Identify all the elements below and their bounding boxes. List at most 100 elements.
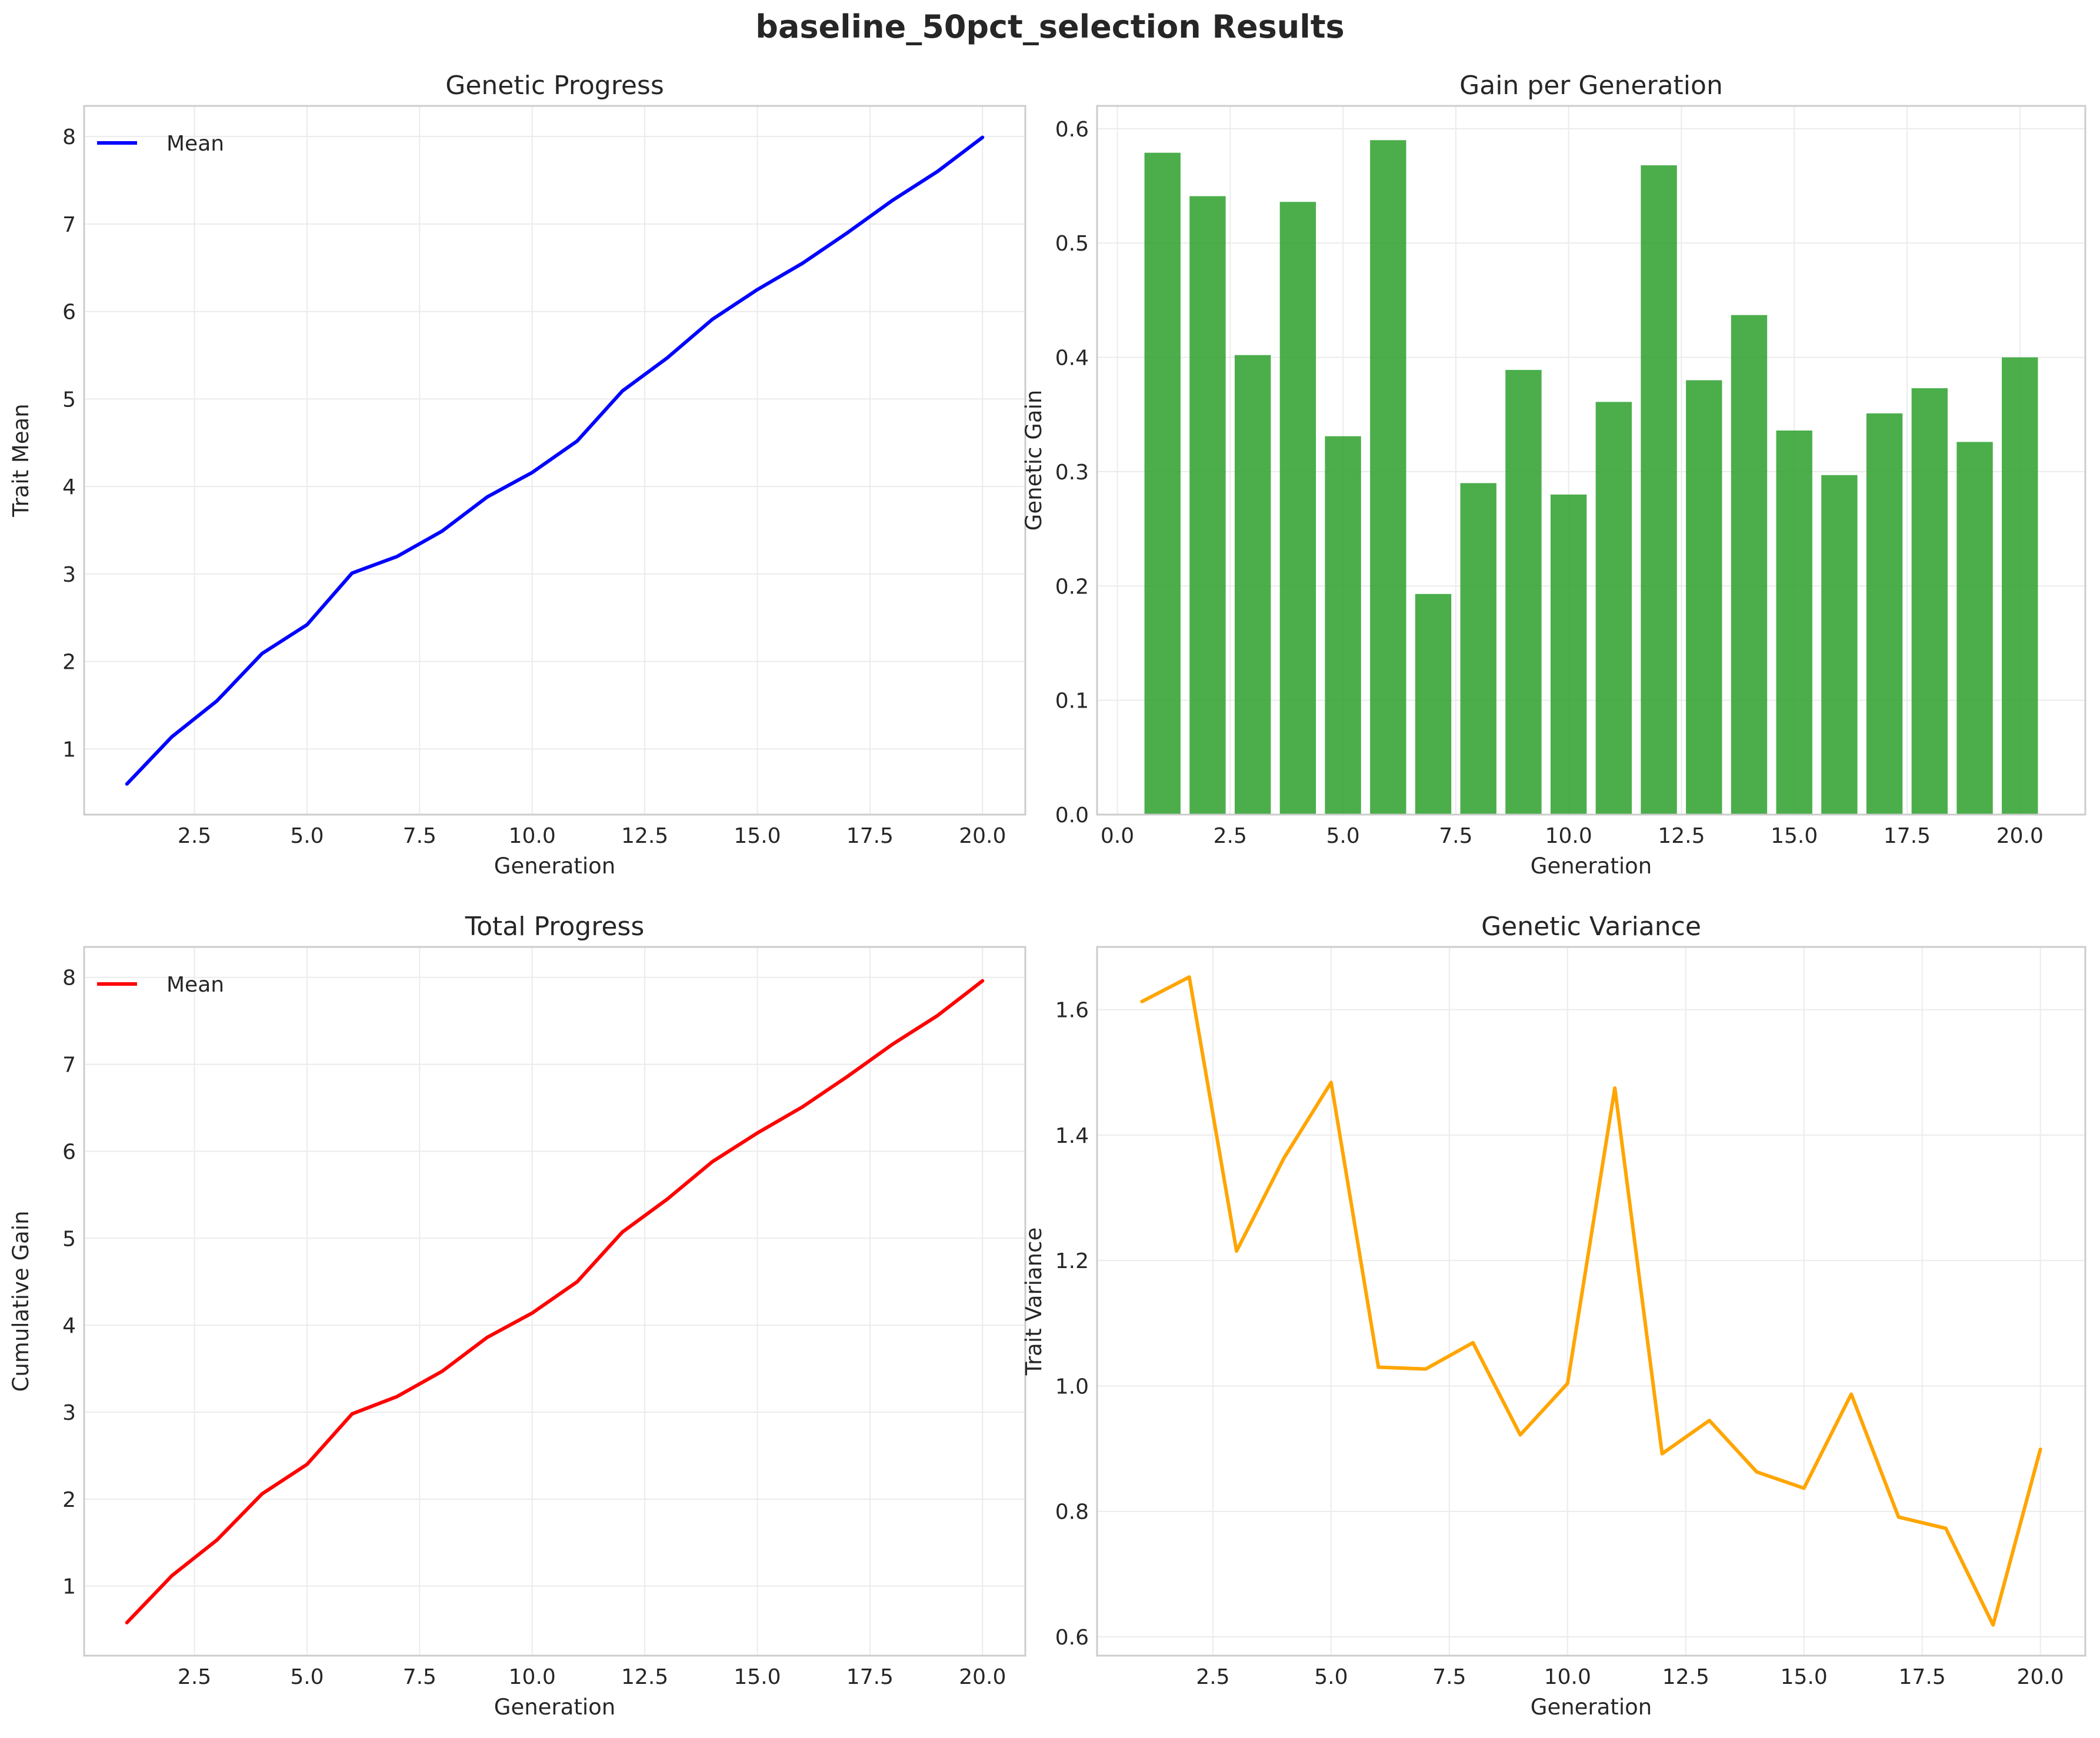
bar — [2002, 357, 2038, 815]
x-tick-label: 10.0 — [509, 824, 556, 848]
bar — [1189, 196, 1226, 815]
x-axis-label: Generation — [494, 1694, 615, 1720]
bar — [1641, 165, 1677, 815]
bar — [1956, 442, 1993, 815]
x-tick-label: 7.5 — [403, 824, 436, 848]
x-tick-label: 20.0 — [959, 1665, 1006, 1689]
bar — [1595, 402, 1632, 815]
legend: Mean — [97, 973, 224, 997]
x-tick-label: 7.5 — [1432, 1665, 1466, 1689]
legend: Mean — [97, 132, 224, 156]
plot-frame — [83, 946, 1026, 1657]
bar — [1821, 475, 1858, 815]
y-tick-label: 5 — [62, 388, 76, 412]
x-tick-label: 2.5 — [1196, 1665, 1229, 1689]
x-tick-label: 12.5 — [621, 824, 668, 848]
y-tick-label: 0.3 — [1055, 461, 1089, 485]
y-axis-label: Trait Mean — [8, 403, 34, 517]
plot-frame — [1096, 105, 2086, 816]
x-tick-label: 2.5 — [178, 824, 211, 848]
chart-title: Genetic Progress — [445, 71, 664, 101]
y-tick-label: 1.0 — [1055, 1375, 1089, 1399]
y-tick-label: 0.2 — [1055, 575, 1089, 599]
x-tick-label: 15.0 — [734, 824, 781, 848]
y-tick-label: 0.6 — [1055, 1626, 1089, 1650]
y-tick-label: 5 — [62, 1227, 76, 1251]
x-tick-label: 17.5 — [846, 824, 894, 848]
x-tick-label: 12.5 — [1662, 1665, 1709, 1689]
y-tick-label: 4 — [62, 1314, 76, 1338]
bar — [1550, 494, 1587, 815]
y-tick-label: 1.6 — [1055, 999, 1089, 1023]
bar — [1279, 202, 1316, 815]
bar — [1370, 140, 1406, 815]
plot-frame — [83, 105, 1026, 816]
x-tick-label: 15.0 — [1771, 824, 1818, 848]
y-tick-label: 1 — [62, 1575, 76, 1599]
grid — [1097, 947, 2085, 1656]
y-tick-label: 3 — [62, 563, 76, 587]
plot-frame — [1096, 946, 2086, 1657]
x-tick-label: 5.0 — [290, 824, 324, 848]
chart-title: Gain per Generation — [1459, 71, 1723, 101]
y-tick-label: 3 — [62, 1401, 76, 1425]
bar — [1731, 315, 1768, 815]
y-tick-label: 0.1 — [1055, 689, 1089, 713]
x-tick-label: 10.0 — [1544, 1665, 1591, 1689]
bar — [1776, 430, 1812, 815]
x-axis-label: Generation — [1531, 1694, 1652, 1720]
y-tick-label: 8 — [62, 125, 76, 149]
x-axis-label: Generation — [494, 853, 615, 879]
x-tick-label: 20.0 — [959, 824, 1006, 848]
y-tick-label: 6 — [62, 1140, 76, 1164]
y-tick-label: 0.8 — [1055, 1500, 1089, 1524]
page-title: baseline_50pct_selection Results — [755, 8, 1345, 45]
bar — [1460, 483, 1496, 815]
x-tick-label: 20.0 — [1996, 824, 2044, 848]
series-line — [1140, 975, 2042, 1627]
y-tick-label: 2 — [62, 651, 76, 675]
x-tick-label: 5.0 — [1314, 1665, 1348, 1689]
chart-title: Total Progress — [465, 912, 645, 942]
x-tick-label: 2.5 — [178, 1665, 211, 1689]
chart-title: Genetic Variance — [1481, 912, 1701, 942]
y-tick-label: 2 — [62, 1488, 76, 1512]
bar — [1234, 355, 1271, 815]
chart-total-progress: 2.5 5.0 7.5 10.0 12.5 15.0 17.5 20.0 1 2 3 4 5 6 7 8 Tot… — [8, 912, 1026, 1720]
x-tick-label: 7.5 — [403, 1665, 436, 1689]
x-tick-label: 10.0 — [509, 1665, 556, 1689]
x-tick-label: 15.0 — [734, 1665, 781, 1689]
y-tick-label: 0.5 — [1055, 232, 1089, 256]
bar — [1505, 369, 1542, 815]
legend-label: Mean — [166, 973, 224, 997]
y-axis-label: Cumulative Gain — [8, 1210, 34, 1392]
x-tick-label: 7.5 — [1439, 824, 1472, 848]
x-tick-label: 5.0 — [1326, 824, 1359, 848]
grid — [84, 947, 1025, 1656]
y-tick-label: 4 — [62, 475, 76, 499]
x-tick-label: 0.0 — [1101, 824, 1134, 848]
bar — [1415, 593, 1452, 815]
bar — [1911, 388, 1948, 815]
bar — [1325, 436, 1361, 815]
y-tick-label: 0.4 — [1055, 346, 1089, 371]
y-tick-label: 8 — [62, 966, 76, 990]
x-axis-label: Generation — [1531, 853, 1652, 879]
x-tick-label: 20.0 — [2017, 1665, 2064, 1689]
bar — [1686, 380, 1722, 815]
chart-genetic-progress: 2.5 5.0 7.5 10.0 12.5 15.0 17.5 20.0 1 2 3 4 5 6 7 8 Gen… — [8, 71, 1026, 879]
x-tick-label: 12.5 — [621, 1665, 668, 1689]
y-tick-label: 0.0 — [1055, 803, 1089, 828]
bar — [1144, 152, 1181, 815]
series-line — [125, 979, 985, 1624]
x-tick-label: 17.5 — [1899, 1665, 1946, 1689]
y-axis-label: Trait Variance — [1021, 1227, 1046, 1376]
series-line — [125, 135, 985, 786]
y-axis-label: Genetic Gain — [1021, 390, 1046, 531]
x-tick-label: 10.0 — [1545, 824, 1592, 848]
chart-gain-per-generation: 0.0 2.5 5.0 7.5 10.0 12.5 15.0 17.5 20.0 0.0 0.1 0.… — [1021, 71, 2086, 879]
y-tick-label: 7 — [62, 1053, 76, 1078]
y-tick-label: 1.2 — [1055, 1249, 1089, 1273]
y-tick-label: 1.4 — [1055, 1124, 1089, 1148]
